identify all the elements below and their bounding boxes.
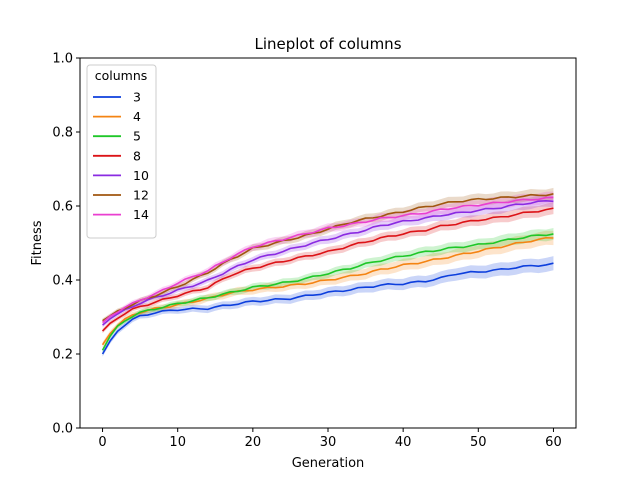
confidence-band-series-5 [102, 228, 554, 353]
series-line-5 [101, 233, 554, 351]
legend-label-12: 12 [133, 188, 149, 203]
legend-items: 3 4 5 8 10 12 14 [93, 90, 149, 222]
y-tick-label: 0.2 [52, 348, 73, 363]
x-tick-label: 60 [545, 435, 562, 450]
legend-label-3: 3 [133, 90, 141, 105]
confidence-bands [102, 187, 554, 357]
legend: columns 3 4 5 8 10 12 14 [86, 64, 157, 239]
legend-label-5: 5 [133, 129, 141, 144]
x-tick-label: 0 [98, 435, 106, 450]
x-axis-title: Generation [292, 456, 365, 471]
series-line-10 [102, 199, 554, 326]
x-tick-label: 40 [395, 435, 412, 450]
series-line-3 [101, 262, 554, 355]
legend-label-4: 4 [133, 109, 141, 124]
x-tick-label: 10 [169, 435, 186, 450]
series-line-12 [102, 193, 554, 322]
legend-label-8: 8 [133, 148, 141, 163]
legend-title: columns [95, 68, 148, 83]
x-tick-label: 20 [245, 435, 262, 450]
confidence-band-series-10 [102, 194, 554, 328]
y-axis-ticks: 0.0 0.2 0.4 0.6 0.8 1.0 [52, 52, 80, 437]
series-lines [101, 193, 554, 355]
series-line-4 [101, 236, 554, 346]
y-tick-label: 0.0 [52, 422, 73, 437]
legend-label-14: 14 [133, 207, 149, 222]
series-line-8 [101, 207, 554, 332]
confidence-band-series-8 [102, 202, 554, 334]
y-tick-label: 1.0 [52, 52, 73, 67]
x-axis-ticks: 0 10 20 30 40 50 60 [98, 428, 562, 450]
legend-label-10: 10 [133, 168, 149, 183]
confidence-band-series-12 [102, 187, 554, 323]
confidence-band-series-4 [102, 230, 554, 348]
y-axis-title: Fitness [30, 220, 45, 265]
x-tick-label: 30 [320, 435, 337, 450]
x-tick-label: 50 [470, 435, 487, 450]
y-tick-label: 0.8 [52, 126, 73, 141]
confidence-band-series-14 [102, 191, 554, 325]
confidence-band-series-3 [102, 256, 554, 357]
y-tick-label: 0.4 [52, 274, 73, 289]
series-line-14 [102, 196, 554, 324]
y-tick-label: 0.6 [52, 200, 73, 215]
chart-title: Lineplot of columns [254, 35, 401, 53]
